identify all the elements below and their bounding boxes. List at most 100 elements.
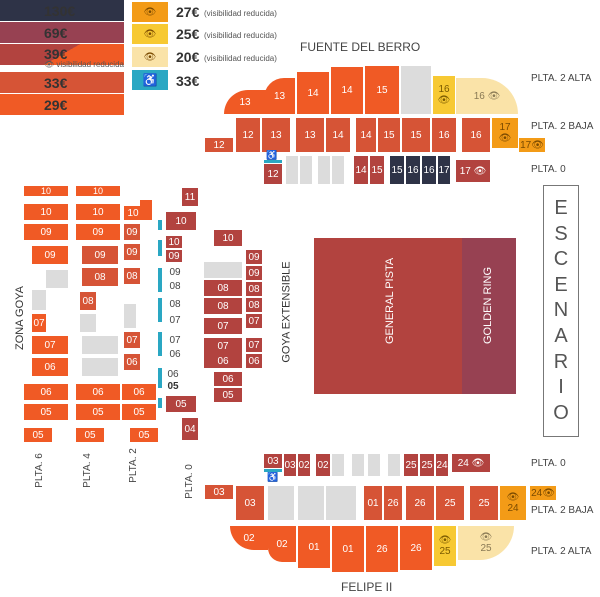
section-p2-top[interactable] — [140, 200, 152, 220]
section-06-p2b[interactable]: 06 — [122, 384, 156, 400]
section-05-p4a[interactable]: 05 — [76, 404, 120, 420]
section-25-cream[interactable]: 👁 25 — [458, 526, 514, 560]
section-02-plta0-b[interactable]: 02 — [316, 454, 330, 476]
section-05-p4b[interactable]: 05 — [76, 428, 104, 442]
section-06-ext-c[interactable]: 06 — [246, 354, 262, 368]
section-03-small[interactable]: 03 — [205, 485, 233, 499]
section-05-p6a[interactable]: 05 — [24, 404, 68, 420]
section-07-p0b[interactable]: 07 — [169, 334, 181, 346]
section-08-ext-d[interactable]: 08 — [246, 298, 262, 312]
section-15-plta0-b[interactable]: 15 — [390, 156, 404, 184]
section-02-plta0-a[interactable]: 02 — [298, 454, 310, 476]
section-26-baja-b[interactable]: 26 — [406, 486, 434, 520]
section-07-p6b[interactable]: 07 — [32, 336, 68, 354]
section-02-alta-b[interactable]: 02 — [268, 526, 296, 562]
section-07-p0a[interactable]: 07 — [169, 314, 181, 326]
section-14b[interactable]: 14 — [331, 67, 363, 114]
section-08-ext-c[interactable]: 08 — [246, 282, 262, 296]
section-16-yellow[interactable]: 16 👁 — [433, 76, 455, 114]
section-14-baja-b[interactable]: 14 — [356, 118, 376, 152]
section-06-p0a[interactable]: 06 — [169, 348, 181, 360]
section-05-p0b[interactable]: 05 — [166, 396, 196, 412]
section-07-ext-d[interactable]: 07 — [246, 338, 262, 352]
section-24-orange-small[interactable]: 24 👁 — [530, 486, 556, 500]
section-10-p4a[interactable]: 10 — [76, 186, 120, 196]
section-16-plta0-a[interactable]: 16 — [406, 156, 420, 184]
section-10-p0b[interactable]: 10 — [166, 236, 182, 248]
section-09-p6b[interactable]: 09 — [32, 246, 68, 264]
section-17-plta0-a[interactable]: 17 — [438, 156, 450, 184]
section-15-plta0-a[interactable]: 15 — [370, 156, 384, 184]
section-25-plta0-b[interactable]: 25 — [420, 454, 434, 476]
section-10-p6a[interactable]: 10 — [24, 186, 68, 196]
section-14a[interactable]: 14 — [297, 72, 329, 114]
section-03-plta0-a[interactable]: 03 — [264, 454, 282, 468]
section-09-p0b[interactable]: 09 — [169, 266, 181, 278]
section-15-baja-b[interactable]: 15 — [402, 118, 430, 152]
section-05-p2b[interactable]: 05 — [130, 428, 158, 442]
section-08-p2[interactable]: 08 — [124, 268, 140, 284]
section-01-alta-b[interactable]: 01 — [332, 526, 364, 572]
section-10-p6b[interactable]: 10 — [24, 204, 68, 220]
section-06-ext-a[interactable]: 06 — [204, 354, 242, 368]
section-10-ext[interactable]: 10 — [214, 230, 242, 246]
section-07-ext-a[interactable]: 07 — [204, 318, 242, 334]
section-24-orange[interactable]: 👁 24 — [500, 486, 526, 520]
section-14-baja-a[interactable]: 14 — [326, 118, 350, 152]
section-12a[interactable]: 12 — [236, 118, 260, 152]
section-25-yellow[interactable]: 👁 25 — [434, 526, 456, 566]
section-06-p0b[interactable]: 06 — [167, 368, 179, 380]
section-17-plta0-b[interactable]: 17 👁 — [456, 160, 490, 182]
section-05-ext[interactable]: 05 — [214, 388, 242, 402]
section-09-p4b[interactable]: 09 — [82, 246, 118, 264]
section-26-alta-b[interactable]: 26 — [400, 526, 432, 570]
section-02-alta-a[interactable]: 02 — [230, 526, 268, 550]
section-09-p6a[interactable]: 09 — [24, 224, 68, 240]
section-08-p4b[interactable]: 08 — [80, 292, 96, 310]
section-06-p4[interactable]: 06 — [76, 384, 120, 400]
section-25-baja-a[interactable]: 25 — [436, 486, 464, 520]
section-08-ext-b[interactable]: 08 — [204, 298, 242, 314]
section-08-p4a[interactable]: 08 — [82, 268, 118, 286]
section-06-p2[interactable]: 06 — [124, 354, 140, 370]
section-06-ext-b[interactable]: 06 — [214, 372, 242, 386]
section-03-baja[interactable]: 03 — [236, 486, 264, 520]
section-09-p0a[interactable]: 09 — [166, 250, 182, 262]
section-26-baja-a[interactable]: 26 — [384, 486, 402, 520]
section-04[interactable]: 04 — [182, 418, 198, 440]
section-24-plta0-b[interactable]: 24 👁 — [452, 454, 490, 472]
section-10-p2[interactable]: 10 — [124, 206, 142, 220]
section-10-p4b[interactable]: 10 — [76, 204, 120, 220]
section-15[interactable]: 15 — [365, 66, 399, 114]
section-13a[interactable]: 13 — [224, 90, 266, 114]
section-12-small[interactable]: 12 — [205, 138, 233, 152]
section-16-cream[interactable]: 16 👁 — [456, 78, 518, 114]
section-09-p2a[interactable]: 09 — [124, 224, 140, 240]
section-10-p0a[interactable]: 10 — [166, 212, 196, 230]
section-17-orange-small[interactable]: 17 👁 — [519, 138, 545, 152]
section-09-ext-a[interactable]: 09 — [246, 250, 262, 264]
section-25-baja-b[interactable]: 25 — [470, 486, 498, 520]
section-16-plta0-b[interactable]: 16 — [422, 156, 436, 184]
golden-ring[interactable]: GOLDEN RING — [462, 238, 516, 394]
section-01-baja[interactable]: 01 — [364, 486, 382, 520]
section-17-orange[interactable]: 17 👁 — [492, 118, 518, 148]
section-03-plta0-b[interactable]: 03 — [284, 454, 296, 476]
section-25-plta0-a[interactable]: 25 — [404, 454, 418, 476]
section-16-baja-b[interactable]: 16 — [462, 118, 490, 152]
section-06-p6a[interactable]: 06 — [32, 358, 68, 376]
section-07-ext-c[interactable]: 07 — [246, 314, 262, 328]
section-07-ext-b[interactable]: 07 — [204, 338, 242, 354]
section-01-alta-a[interactable]: 01 — [298, 526, 330, 568]
general-pista[interactable]: GENERAL PISTA — [314, 238, 462, 394]
section-07-p2[interactable]: 07 — [124, 332, 140, 348]
section-24-plta0-a[interactable]: 24 — [436, 454, 448, 476]
section-09-p2b[interactable]: 09 — [124, 244, 140, 260]
section-09-p4a[interactable]: 09 — [76, 224, 120, 240]
section-08-p0b[interactable]: 08 — [169, 298, 181, 310]
section-06-p6b[interactable]: 06 — [24, 384, 68, 400]
section-15-baja-a[interactable]: 15 — [378, 118, 400, 152]
section-05-p2a[interactable]: 05 — [122, 404, 156, 420]
section-11[interactable]: 11 — [182, 188, 198, 206]
section-12-plta0[interactable]: 12 — [264, 164, 282, 184]
